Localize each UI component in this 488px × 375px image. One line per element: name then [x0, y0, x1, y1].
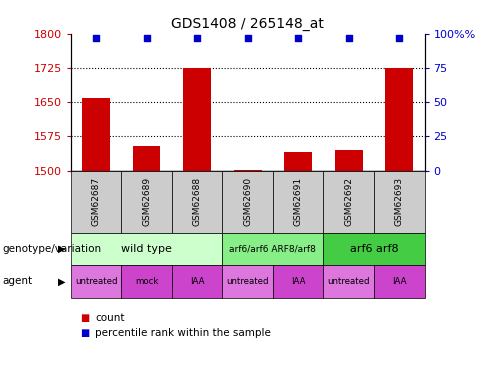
Text: arf6 arf8: arf6 arf8: [350, 244, 398, 254]
Point: [193, 35, 201, 41]
Bar: [386, 68, 413, 171]
Text: GSM62693: GSM62693: [395, 177, 404, 226]
Text: GSM62689: GSM62689: [142, 177, 151, 226]
Text: ■: ■: [81, 314, 90, 323]
Text: ▶: ▶: [59, 276, 66, 286]
Text: genotype/variation: genotype/variation: [2, 244, 102, 254]
Text: untreated: untreated: [226, 277, 269, 286]
Text: arf6/arf6 ARF8/arf8: arf6/arf6 ARF8/arf8: [229, 244, 316, 254]
Bar: [234, 170, 262, 171]
Bar: [183, 68, 211, 171]
Point: [395, 35, 403, 41]
Text: IAA: IAA: [190, 277, 204, 286]
Bar: [133, 146, 161, 171]
Text: wild type: wild type: [121, 244, 172, 254]
Text: IAA: IAA: [392, 277, 407, 286]
Text: GSM62687: GSM62687: [92, 177, 101, 226]
Text: agent: agent: [2, 276, 33, 286]
Bar: [335, 150, 363, 171]
Bar: [285, 152, 312, 171]
Title: GDS1408 / 265148_at: GDS1408 / 265148_at: [171, 17, 324, 32]
Text: GSM62691: GSM62691: [294, 177, 303, 226]
Text: IAA: IAA: [291, 277, 305, 286]
Text: mock: mock: [135, 277, 158, 286]
Text: untreated: untreated: [75, 277, 117, 286]
Point: [294, 35, 302, 41]
Text: GSM62690: GSM62690: [243, 177, 252, 226]
Point: [244, 35, 252, 41]
Point: [345, 35, 353, 41]
Text: GSM62692: GSM62692: [344, 177, 353, 226]
Text: GSM62688: GSM62688: [193, 177, 202, 226]
Point: [142, 35, 150, 41]
Bar: [82, 98, 110, 171]
Text: percentile rank within the sample: percentile rank within the sample: [95, 328, 271, 338]
Text: ■: ■: [81, 328, 90, 338]
Point: [92, 35, 100, 41]
Text: ▶: ▶: [59, 244, 66, 254]
Text: untreated: untreated: [327, 277, 370, 286]
Text: count: count: [95, 314, 124, 323]
